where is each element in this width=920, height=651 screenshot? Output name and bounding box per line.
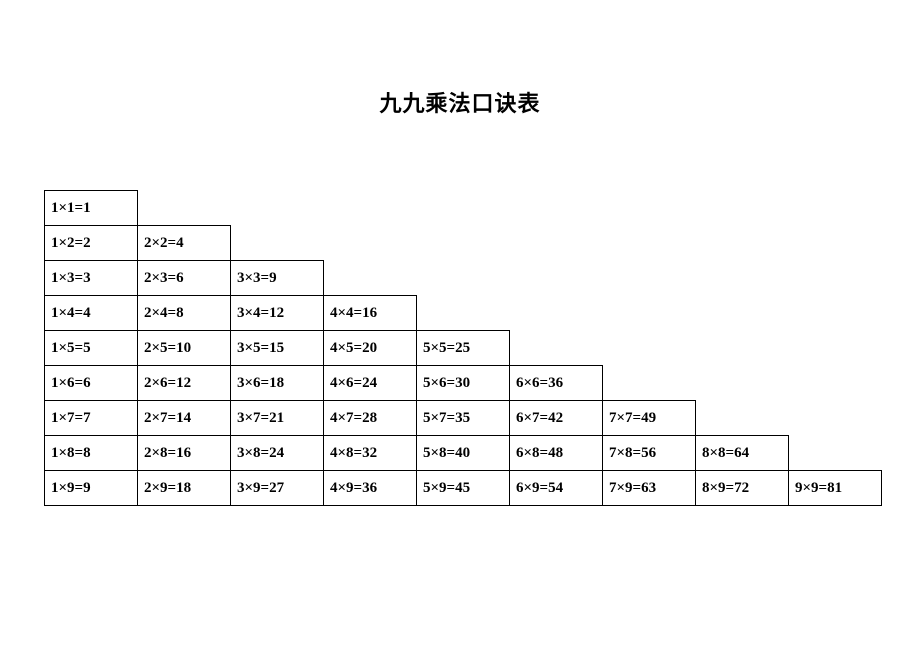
table-cell — [138, 191, 231, 226]
table-cell — [324, 261, 417, 296]
table-cell — [789, 331, 882, 366]
table-cell — [510, 296, 603, 331]
table-cell — [603, 366, 696, 401]
table-cell — [696, 261, 789, 296]
table-cell: 6×9=54 — [510, 471, 603, 506]
table-cell: 2×3=6 — [138, 261, 231, 296]
table-cell: 1×8=8 — [45, 436, 138, 471]
table-row: 1×5=52×5=103×5=154×5=205×5=25 — [45, 331, 882, 366]
table-cell — [696, 226, 789, 261]
multiplication-table: 1×1=11×2=22×2=41×3=32×3=63×3=91×4=42×4=8… — [44, 190, 882, 506]
table-cell — [696, 191, 789, 226]
table-cell: 1×1=1 — [45, 191, 138, 226]
table-cell: 6×6=36 — [510, 366, 603, 401]
table-cell: 4×7=28 — [324, 401, 417, 436]
table-cell: 5×6=30 — [417, 366, 510, 401]
table-cell: 1×5=5 — [45, 331, 138, 366]
page-title: 九九乘法口诀表 — [0, 0, 920, 118]
table-cell: 6×7=42 — [510, 401, 603, 436]
table-cell: 6×8=48 — [510, 436, 603, 471]
table-cell — [324, 191, 417, 226]
table-cell: 2×4=8 — [138, 296, 231, 331]
table-cell: 5×7=35 — [417, 401, 510, 436]
table-cell: 3×4=12 — [231, 296, 324, 331]
table-cell — [510, 261, 603, 296]
table-cell: 1×6=6 — [45, 366, 138, 401]
table-cell: 4×8=32 — [324, 436, 417, 471]
table-cell: 2×2=4 — [138, 226, 231, 261]
table-cell: 4×4=16 — [324, 296, 417, 331]
page: 九九乘法口诀表 1×1=11×2=22×2=41×3=32×3=63×3=91×… — [0, 0, 920, 651]
table-cell: 5×8=40 — [417, 436, 510, 471]
table-cell: 8×9=72 — [696, 471, 789, 506]
table-cell: 3×6=18 — [231, 366, 324, 401]
table-cell: 1×9=9 — [45, 471, 138, 506]
table-cell: 2×6=12 — [138, 366, 231, 401]
table-cell — [696, 401, 789, 436]
table-cell: 3×5=15 — [231, 331, 324, 366]
table-cell: 7×7=49 — [603, 401, 696, 436]
table-cell — [417, 296, 510, 331]
table-cell: 2×8=16 — [138, 436, 231, 471]
table-cell — [417, 261, 510, 296]
table-row: 1×4=42×4=83×4=124×4=16 — [45, 296, 882, 331]
table-row: 1×6=62×6=123×6=184×6=245×6=306×6=36 — [45, 366, 882, 401]
table-row: 1×9=92×9=183×9=274×9=365×9=456×9=547×9=6… — [45, 471, 882, 506]
table-cell: 1×4=4 — [45, 296, 138, 331]
table-cell — [603, 261, 696, 296]
table-cell: 3×7=21 — [231, 401, 324, 436]
table-cell: 4×5=20 — [324, 331, 417, 366]
table-cell — [603, 226, 696, 261]
table-cell: 4×9=36 — [324, 471, 417, 506]
table-cell — [789, 226, 882, 261]
table-cell — [603, 191, 696, 226]
table-cell: 2×7=14 — [138, 401, 231, 436]
table-cell — [231, 226, 324, 261]
table-cell — [231, 191, 324, 226]
table-cell — [324, 226, 417, 261]
table-cell — [696, 296, 789, 331]
table-cell: 3×9=27 — [231, 471, 324, 506]
table-cell — [603, 331, 696, 366]
table-cell — [603, 296, 696, 331]
table-cell: 2×9=18 — [138, 471, 231, 506]
table-cell: 5×9=45 — [417, 471, 510, 506]
table-cell — [789, 191, 882, 226]
table-cell: 7×9=63 — [603, 471, 696, 506]
table-cell: 9×9=81 — [789, 471, 882, 506]
table-row: 1×3=32×3=63×3=9 — [45, 261, 882, 296]
multiplication-table-wrap: 1×1=11×2=22×2=41×3=32×3=63×3=91×4=42×4=8… — [44, 190, 882, 506]
table-cell — [789, 261, 882, 296]
table-row: 1×7=72×7=143×7=214×7=285×7=356×7=427×7=4… — [45, 401, 882, 436]
table-row: 1×2=22×2=4 — [45, 226, 882, 261]
table-cell: 3×8=24 — [231, 436, 324, 471]
table-cell: 4×6=24 — [324, 366, 417, 401]
table-cell: 1×7=7 — [45, 401, 138, 436]
table-cell — [789, 436, 882, 471]
table-cell: 5×5=25 — [417, 331, 510, 366]
table-cell: 2×5=10 — [138, 331, 231, 366]
table-row: 1×1=1 — [45, 191, 882, 226]
table-row: 1×8=82×8=163×8=244×8=325×8=406×8=487×8=5… — [45, 436, 882, 471]
table-cell: 3×3=9 — [231, 261, 324, 296]
table-cell: 8×8=64 — [696, 436, 789, 471]
table-cell — [510, 226, 603, 261]
table-cell — [417, 191, 510, 226]
table-cell — [417, 226, 510, 261]
table-cell — [510, 331, 603, 366]
table-cell: 1×2=2 — [45, 226, 138, 261]
table-cell — [696, 331, 789, 366]
table-body: 1×1=11×2=22×2=41×3=32×3=63×3=91×4=42×4=8… — [45, 191, 882, 506]
table-cell: 7×8=56 — [603, 436, 696, 471]
table-cell — [510, 191, 603, 226]
table-cell — [789, 296, 882, 331]
table-cell — [789, 366, 882, 401]
table-cell — [696, 366, 789, 401]
table-cell — [789, 401, 882, 436]
table-cell: 1×3=3 — [45, 261, 138, 296]
